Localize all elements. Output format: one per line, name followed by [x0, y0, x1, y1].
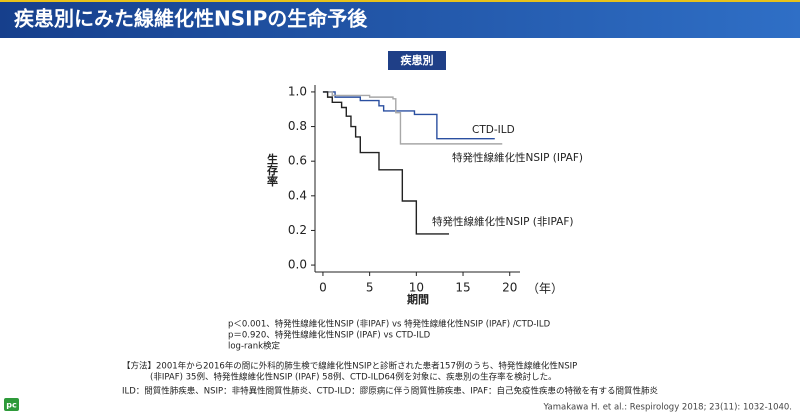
logo: pc [6, 401, 17, 410]
logo-box [4, 398, 19, 411]
y-tick-label: 0.2 [288, 223, 307, 237]
method-text: 【方法】2001年から2016年の間に外科的肺生検で線維化性NSIPと診断された… [122, 361, 577, 372]
survival-curve [322, 91, 503, 145]
note: p＜0.001、特発性線維化性NSIP (非IPAF) vs 特発性線維化性NS… [228, 319, 551, 330]
survival-curve [322, 91, 495, 140]
series-label: CTD-ILD [472, 124, 515, 136]
x-tick-label: 15 [455, 281, 470, 295]
series-label: 特発性線維化性NSIP (非IPAF) [432, 215, 573, 228]
y-tick-label: 0.0 [288, 258, 307, 272]
series-label: 特発性線維化性NSIP (IPAF) [452, 151, 583, 164]
x-tick-label: 10 [409, 281, 424, 295]
x-axis-unit: （年） [527, 282, 563, 296]
y-tick-label: 1.0 [288, 84, 307, 98]
header-bar [0, 0, 800, 38]
tag-label: 疾患別 [401, 53, 434, 67]
x-axis-label: 期間 [407, 292, 429, 306]
method-text: (非IPAF) 35例、特発性線維化性NSIP (IPAF) 58例、CTD-I… [150, 372, 557, 383]
survival-curve [322, 91, 450, 235]
citation: Yamakawa H. et al.: Respirology 2018; 23… [542, 403, 792, 413]
x-tick-label: 20 [502, 281, 517, 295]
y-tick-label: 0.6 [288, 154, 307, 168]
header-accent [0, 0, 800, 2]
note: log-rank検定 [228, 341, 281, 352]
abbreviations: ILD：間質性肺疾患、NSIP：非特異性間質性肺炎、CTD-ILD：膠原病に伴う… [122, 386, 658, 397]
tag-box [388, 51, 446, 70]
x-tick-label: 0 [319, 281, 327, 295]
note: p＝0.920、特発性線維化性NSIP (IPAF) vs CTD-ILD [228, 330, 431, 341]
x-tick-label: 5 [366, 281, 374, 295]
y-tick-label: 0.8 [288, 119, 307, 133]
y-axis-label: 生存率 [266, 152, 279, 187]
y-tick-label: 0.4 [288, 188, 307, 202]
page-title: 疾患別にみた線維化性NSIPの生命予後 [14, 7, 368, 31]
